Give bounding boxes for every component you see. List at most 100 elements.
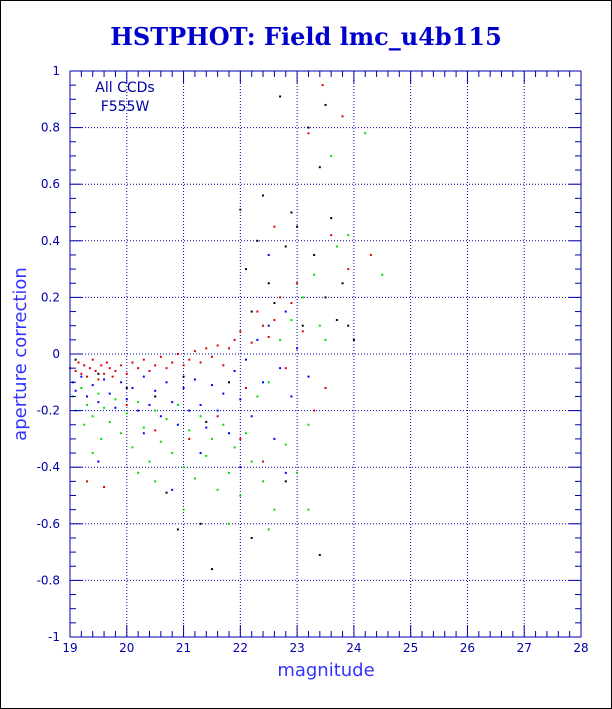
data-point	[313, 273, 316, 276]
data-point	[165, 491, 168, 494]
data-point	[171, 361, 174, 364]
y-tick-label: 0.6	[41, 177, 60, 191]
y-tick-label: 0.4	[41, 234, 60, 248]
data-point	[250, 310, 253, 313]
y-tick-label: 0.2	[41, 290, 60, 304]
data-point	[176, 353, 179, 355]
data-point	[227, 381, 230, 384]
data-point	[77, 361, 80, 364]
x-tick-label: 23	[289, 641, 304, 655]
data-point	[199, 361, 202, 364]
data-point	[154, 429, 157, 432]
data-point	[341, 115, 344, 118]
data-point	[330, 234, 333, 237]
data-point	[188, 358, 191, 361]
data-point	[205, 454, 208, 457]
data-point	[193, 350, 196, 353]
data-point	[256, 310, 259, 313]
data-point	[193, 477, 196, 480]
data-point	[100, 364, 103, 367]
data-point	[290, 211, 293, 214]
y-axis-label: aperture correction	[10, 267, 31, 441]
y-tick-label: 0	[52, 347, 60, 361]
data-point	[290, 319, 293, 322]
annotation-ccds: All CCDs	[95, 80, 154, 96]
data-point	[159, 440, 162, 443]
data-point	[142, 358, 145, 361]
data-point	[108, 420, 111, 423]
data-point	[154, 389, 157, 392]
data-point	[284, 245, 287, 248]
data-point	[131, 446, 134, 449]
data-point	[188, 409, 191, 412]
data-point	[284, 310, 287, 313]
data-point	[233, 369, 236, 372]
data-point	[142, 375, 145, 378]
data-point	[80, 386, 83, 389]
y-tick-label: 1	[52, 64, 60, 78]
data-point	[94, 369, 97, 372]
data-point	[256, 395, 259, 398]
data-point	[182, 364, 185, 367]
data-point	[222, 423, 225, 426]
grid	[70, 71, 581, 637]
data-point	[159, 355, 162, 358]
data-point	[103, 486, 106, 489]
data-point	[256, 239, 259, 242]
data-point	[262, 480, 265, 483]
data-point	[114, 398, 117, 401]
data-point	[114, 369, 117, 372]
x-tick-label: 28	[573, 641, 588, 655]
data-point	[239, 494, 242, 497]
data-point	[262, 324, 265, 327]
data-points	[69, 84, 384, 571]
data-point	[279, 95, 282, 98]
data-point	[245, 386, 248, 389]
data-point	[171, 488, 174, 491]
data-point	[250, 460, 253, 463]
data-point	[86, 480, 89, 483]
data-point	[125, 403, 128, 406]
data-point	[279, 367, 282, 370]
data-point	[321, 84, 324, 87]
data-point	[267, 528, 270, 531]
x-tick-label: 22	[233, 641, 248, 655]
data-point	[125, 372, 128, 375]
data-point	[324, 296, 327, 299]
data-point	[131, 386, 134, 389]
y-tick-label: -0.8	[37, 573, 60, 587]
data-point	[301, 330, 304, 333]
data-point	[227, 432, 230, 435]
data-point	[176, 528, 179, 531]
data-point	[199, 522, 202, 525]
data-point	[125, 398, 128, 401]
data-point	[267, 253, 270, 256]
data-point	[262, 381, 265, 384]
data-point	[290, 395, 293, 398]
data-point	[165, 418, 168, 421]
data-point	[318, 166, 321, 169]
data-point	[171, 401, 174, 404]
data-point	[307, 375, 310, 378]
data-point	[74, 358, 77, 361]
data-point	[347, 234, 350, 237]
data-point	[182, 466, 185, 469]
data-point	[97, 392, 100, 395]
data-point	[284, 480, 287, 483]
data-point	[239, 208, 242, 211]
data-point	[210, 568, 213, 571]
data-point	[120, 381, 123, 384]
data-point	[245, 268, 248, 271]
data-point	[108, 392, 111, 395]
data-point	[91, 384, 94, 387]
data-point	[301, 324, 304, 327]
data-point	[137, 401, 140, 404]
tick-labels: 19 20 21 22 23 24 25 26 27 28 -1 -0.8 -0.6 -0.4 -0.2 0 0…	[37, 64, 589, 655]
data-point	[239, 437, 242, 440]
data-point	[307, 423, 310, 426]
data-point	[324, 103, 327, 106]
data-point	[154, 480, 157, 483]
data-point	[171, 452, 174, 455]
data-point	[120, 364, 123, 367]
